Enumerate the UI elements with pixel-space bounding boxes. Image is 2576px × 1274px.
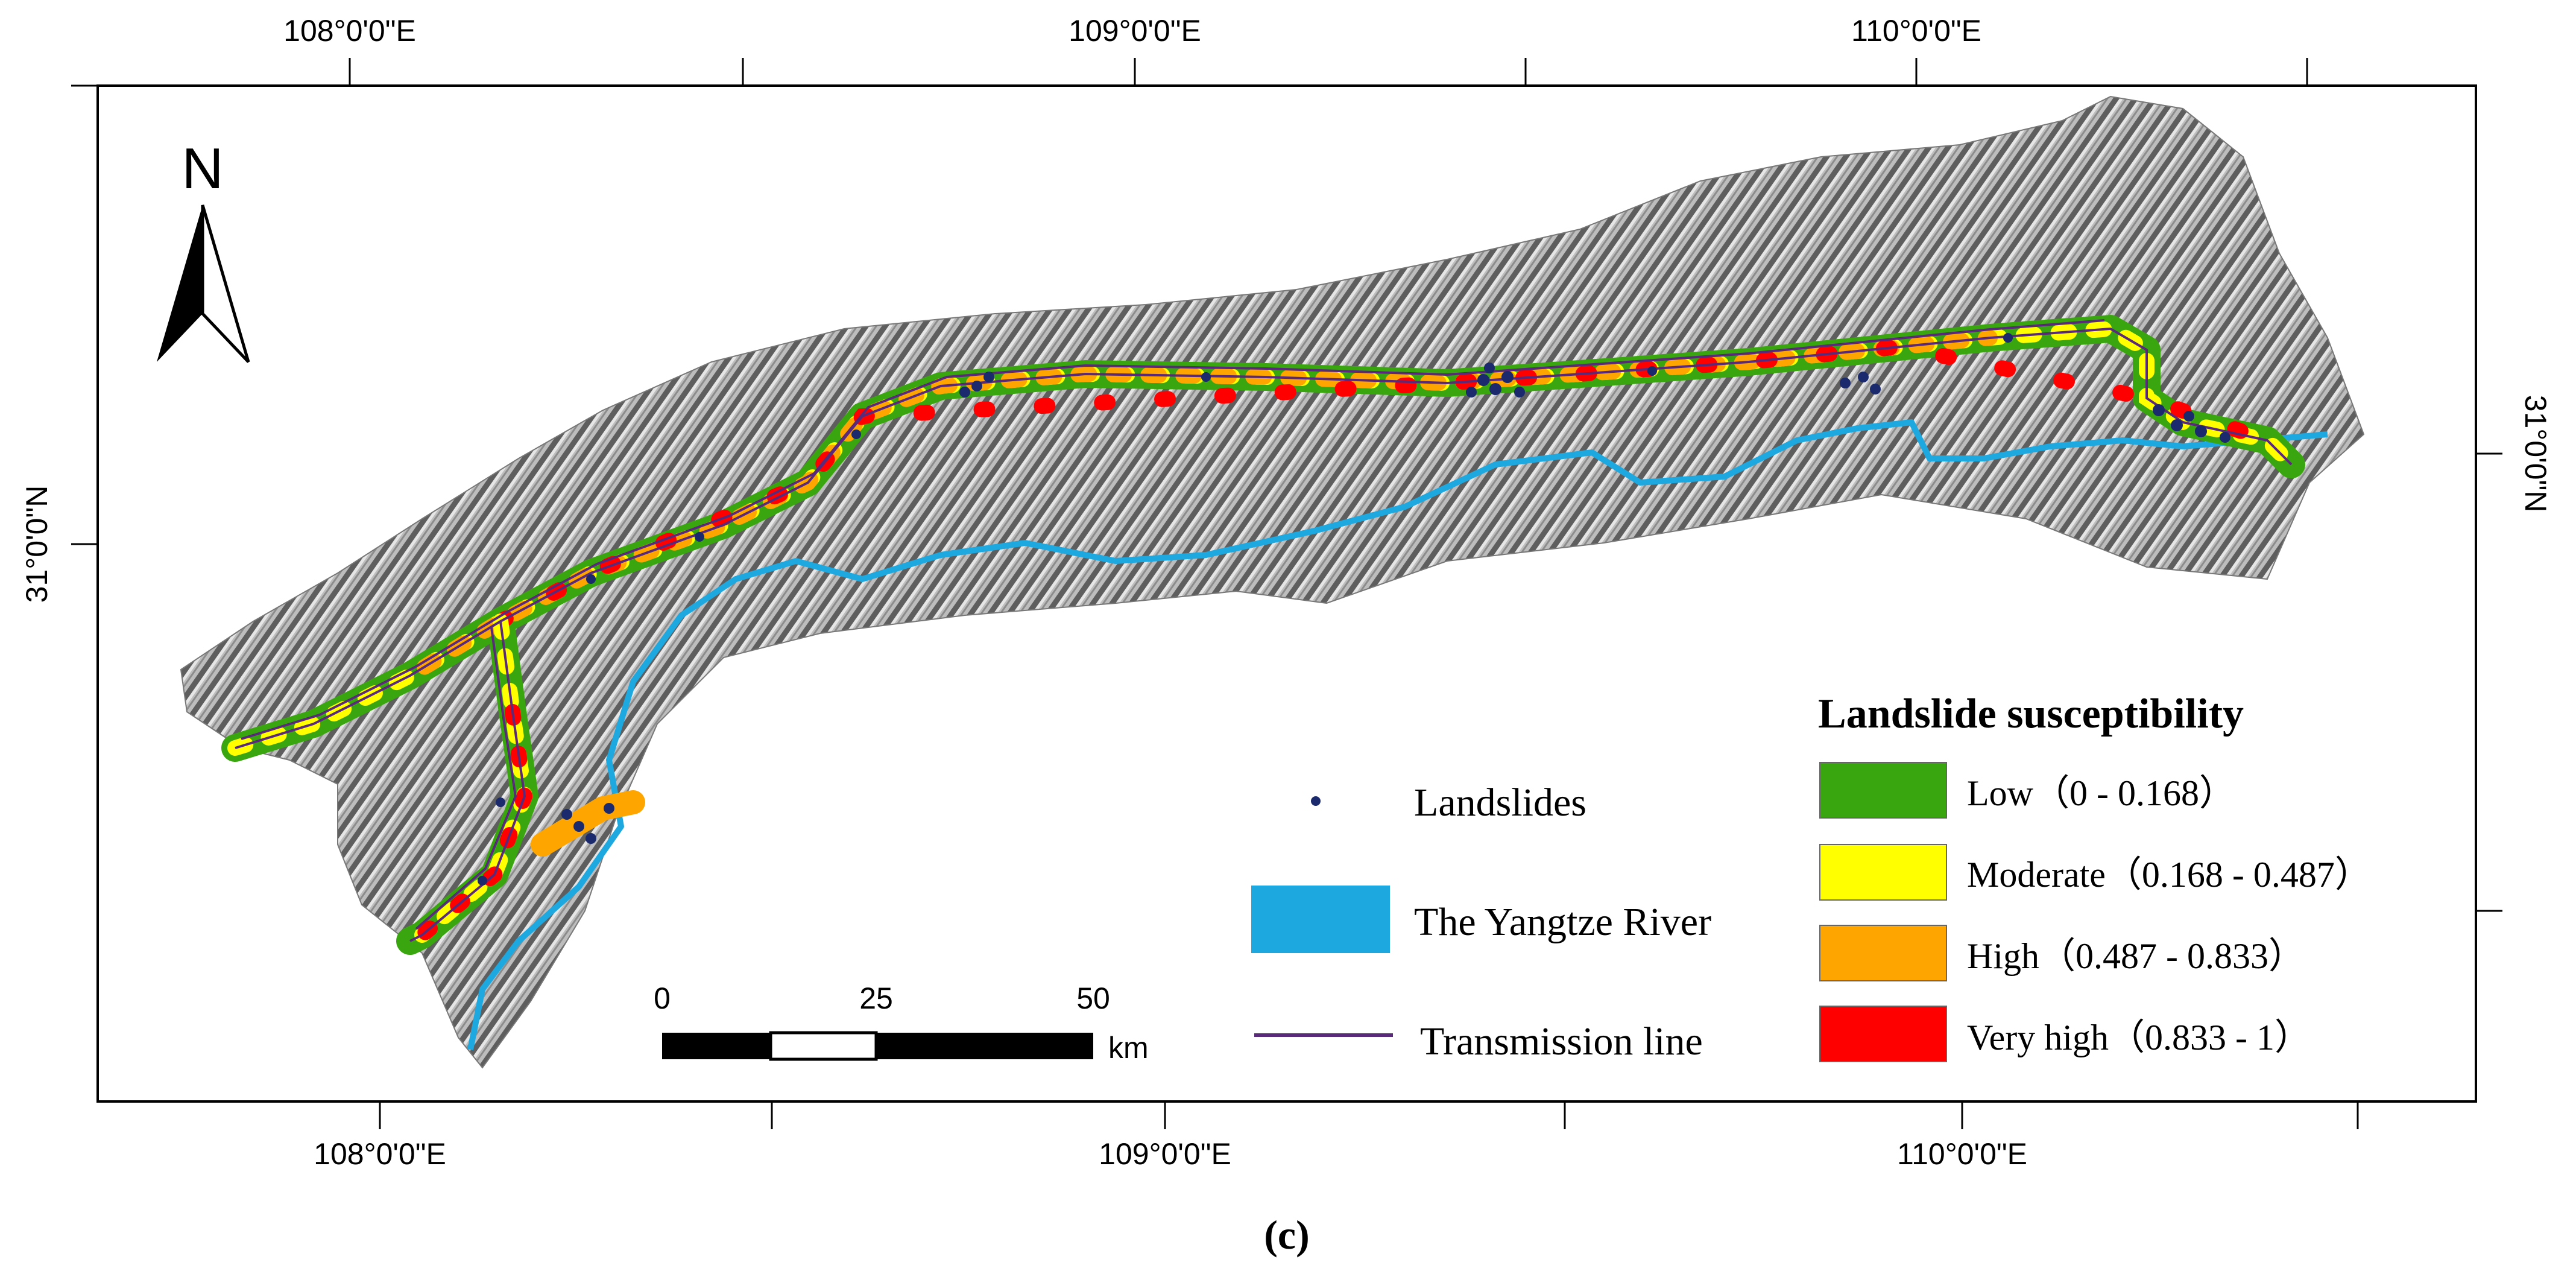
legend-title: Landslide susceptibility — [1818, 691, 2244, 737]
top-lon-label: 110°0'0"E — [1851, 14, 1981, 48]
low-class-swatch — [1819, 762, 1947, 819]
susceptibility-corridor-spur — [531, 790, 645, 857]
north-arrow-icon — [157, 205, 203, 362]
river-legend-swatch — [1251, 886, 1390, 953]
moderate-class-label: Moderate（0.168 - 0.487） — [1967, 855, 2371, 895]
bottom-lon-label: 109°0'0"E — [1099, 1137, 1231, 1171]
figure-caption: (c) — [1264, 1212, 1309, 1258]
yangtze-river — [467, 419, 2328, 1050]
north-arrow-label: N — [182, 136, 223, 201]
moderate-class-swatch — [1819, 844, 1947, 901]
top-lon-label: 108°0'0"E — [283, 14, 416, 48]
graticule-ticks — [71, 58, 2502, 1129]
low-class-label: Low（0 - 0.168） — [1967, 773, 2235, 813]
high-class-swatch — [1819, 925, 1947, 981]
scale-tick-0: 0 — [654, 981, 671, 1015]
transmission-lines — [235, 319, 2293, 942]
landslide-points — [478, 333, 2230, 886]
river-legend-label: The Yangtze River — [1414, 900, 1711, 944]
bottom-lon-label: 110°0'0"E — [1897, 1137, 2027, 1171]
very-high-class-label: Very high（0.833 - 1） — [1967, 1018, 2311, 1057]
bottom-lon-label: 108°0'0"E — [314, 1137, 446, 1171]
left-lat-label: 31°0'0"N — [20, 486, 54, 603]
terrain-relief — [180, 95, 2365, 1069]
landslide-legend-icon — [1311, 796, 1321, 806]
top-lon-label: 109°0'0"E — [1069, 14, 1201, 48]
high-class-label: High（0.487 - 0.833） — [1967, 936, 2305, 976]
north-arrow: N — [157, 136, 250, 363]
very-high-class-swatch — [1819, 1006, 1947, 1062]
transmission-line-legend-label: Transmission line — [1420, 1019, 1703, 1063]
scale-tick-25: 25 — [859, 981, 893, 1015]
scale-tick-50: 50 — [1076, 981, 1110, 1015]
scale-bar: 0 25 50 km — [654, 981, 1149, 1065]
landslides-legend-label: Landslides — [1414, 781, 1586, 825]
scale-unit: km — [1108, 1031, 1149, 1065]
right-lat-label: 31°0'0"N — [2519, 395, 2552, 513]
